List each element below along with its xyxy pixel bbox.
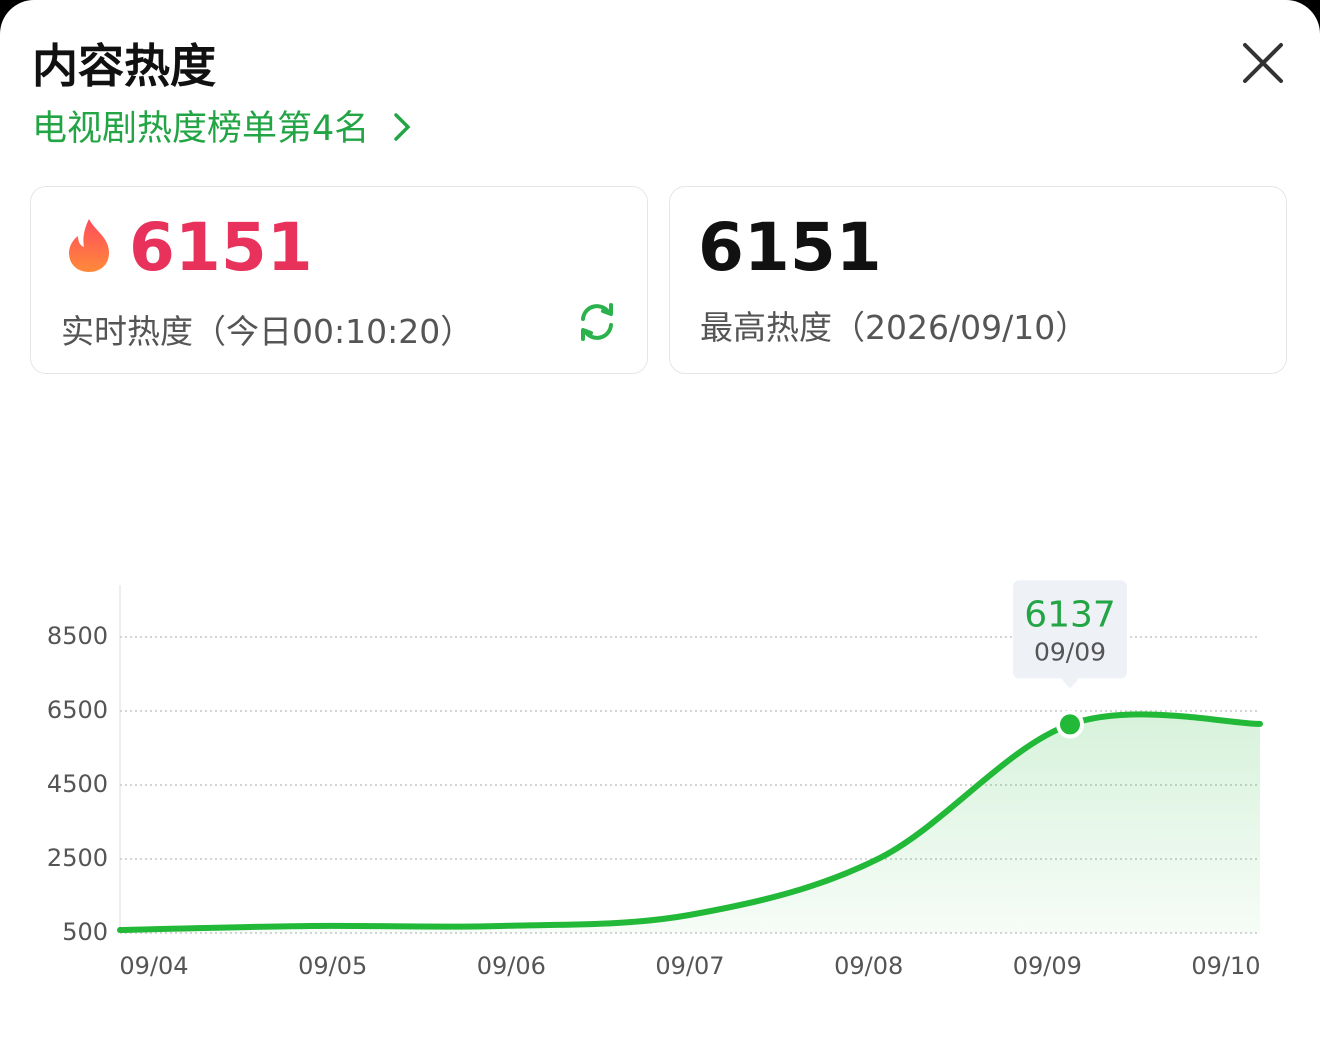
flame-icon: [69, 219, 109, 272]
y-tick-label: 8500: [47, 622, 108, 650]
tooltip-value: 6137: [1024, 594, 1116, 635]
peak-label: 最高热度（2026/09/10）: [700, 308, 1089, 347]
y-tick-label: 6500: [47, 696, 108, 724]
x-tick-label: 09/10: [1191, 952, 1260, 980]
y-tick-label: 4500: [47, 770, 108, 798]
close-button[interactable]: [1240, 40, 1286, 86]
x-tick-label: 09/05: [298, 952, 367, 980]
x-tick-label: 09/09: [1013, 952, 1082, 980]
tooltip-pointer: [1061, 678, 1079, 689]
chevron-icon: [394, 113, 411, 141]
tooltip-date: 09/09: [1034, 637, 1106, 666]
title: 内容热度: [32, 39, 216, 93]
x-tick-label: 09/07: [655, 952, 724, 980]
peak-value: 6151: [698, 209, 882, 286]
rank-text: 电视剧热度榜单第4名: [32, 109, 370, 149]
highlight-point: [1056, 710, 1084, 739]
area: [120, 714, 1260, 933]
x-tick-label: 09/04: [119, 952, 188, 980]
realtime-label: 实时热度（今日00:10:20）: [61, 312, 474, 351]
x-tick-label: 09/06: [477, 952, 546, 980]
realtime-value: 6151: [129, 209, 313, 286]
tooltip-box: [1013, 580, 1127, 679]
refresh-button[interactable]: [577, 301, 617, 343]
peak-card: 6151 最高热度（2026/09/10）: [669, 186, 1287, 374]
rank-link[interactable]: 电视剧热度榜单第4名: [32, 100, 414, 151]
y-tick-label: 500: [62, 918, 108, 946]
x-tick-label: 09/08: [834, 952, 903, 980]
realtime-card: 6151 实时热度（今日00:10:20）: [30, 186, 648, 374]
y-tick-label: 2500: [47, 844, 108, 872]
